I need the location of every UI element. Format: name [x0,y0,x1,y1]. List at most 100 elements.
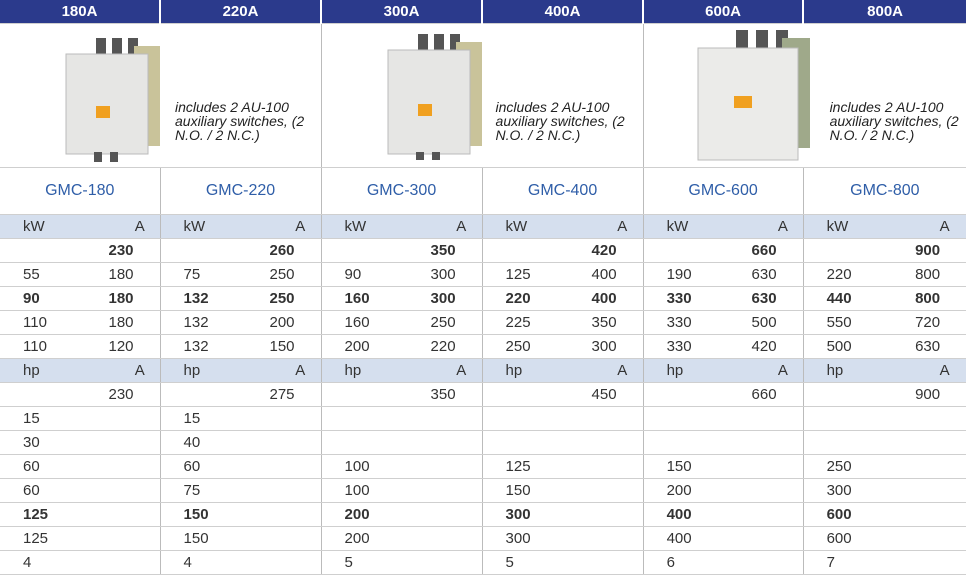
cell: 600 [802,502,884,527]
cell: 220 [802,262,884,287]
cell [401,454,483,479]
cell: 450 [562,382,644,407]
cell [562,478,644,503]
cell [240,502,322,527]
cell: 260 [240,238,322,263]
cell: 500 [802,334,884,359]
cell [401,406,483,431]
cell [642,430,724,455]
cell [481,406,563,431]
table-row: 90 180 132 250 160 300 220 400 330 630 440 800 [0,286,966,311]
cell [159,382,241,407]
cell [80,406,161,431]
cell: 630 [723,262,804,287]
cell: 300 [401,286,483,311]
cell: 220 [481,286,563,311]
cell [883,478,966,503]
contactor-image [697,30,810,161]
cell: 7 [802,550,884,575]
cell: 300 [481,502,563,527]
cell: 720 [883,310,966,335]
note: includes 2 AU-100 auxiliary switches, (2… [175,99,305,143]
cell: 200 [320,502,402,527]
cell: 330 [642,286,724,311]
cell [240,478,322,503]
cell [320,430,402,455]
cell [320,406,402,431]
table-row: 60 75 100 150 200 300 [0,478,966,503]
cell: 200 [240,310,322,335]
cell [320,238,402,263]
cell [723,478,804,503]
cell: A [80,214,161,239]
cell: 132 [159,310,241,335]
cell [883,406,966,431]
cell [723,406,804,431]
cell: kW [642,214,724,239]
cell: 300 [802,478,884,503]
cell: 400 [642,526,724,551]
note: includes 2 AU-100 auxiliary switches, (2… [829,99,959,143]
cell: 400 [642,502,724,527]
cell: 350 [401,382,483,407]
cell: 500 [723,310,804,335]
cell: 275 [240,382,322,407]
cell: 30 [0,430,80,455]
table-row: 110 180 132 200 160 250 225 350 330 500 550 720 [0,310,966,335]
cell: 330 [642,310,724,335]
cell: 230 [80,238,161,263]
cell: 90 [0,286,80,311]
cell [562,454,644,479]
cell [80,526,161,551]
table-row: 125 150 200 300 400 600 [0,526,966,551]
note: includes 2 AU-100 auxiliary switches, (2… [495,99,625,143]
cell: 250 [240,286,322,311]
cell: 100 [320,454,402,479]
cell: kW [481,214,563,239]
cell: 15 [159,406,241,431]
table-row: 4 4 5 5 6 7 [0,550,966,575]
cell: 300 [481,526,563,551]
cell: 350 [562,310,644,335]
cell [401,430,483,455]
model-name: GMC-180 [0,167,161,215]
model-row: GMC-180 GMC-220 GMC-300 GMC-400 GMC-600 GMC-8… [0,167,966,215]
table-row: 30 40 [0,430,966,455]
cell: 120 [80,334,161,359]
cell [80,430,161,455]
cell [481,382,563,407]
cell: 600 [802,526,884,551]
column-header: 180A [0,0,161,24]
cell: 160 [320,286,402,311]
cell: A [883,214,966,239]
cell [802,406,884,431]
image-cell: includes 2 AU-100 auxiliary switches, (2… [0,23,322,168]
cell: A [401,358,483,383]
cell [642,238,724,263]
column-header: 400A [481,0,644,24]
cell: A [80,358,161,383]
cell [401,550,483,575]
cell [642,406,724,431]
cell: 250 [481,334,563,359]
model-name: GMC-400 [481,167,644,215]
cell [562,406,644,431]
model-name: GMC-800 [802,167,966,215]
cell: 300 [562,334,644,359]
cell: 660 [723,238,804,263]
cell [240,454,322,479]
cell: 200 [320,526,402,551]
table-row: 110 120 132 150 200 220 250 300 330 420 500 630 [0,334,966,359]
cell: 630 [723,286,804,311]
cell: 350 [401,238,483,263]
cell: 132 [159,334,241,359]
cell [883,454,966,479]
cell [240,550,322,575]
cell: A [562,214,644,239]
cell [240,406,322,431]
cell [802,382,884,407]
cell [240,526,322,551]
image-cell: includes 2 AU-100 auxiliary switches, (2… [642,23,966,168]
cell [723,550,804,575]
